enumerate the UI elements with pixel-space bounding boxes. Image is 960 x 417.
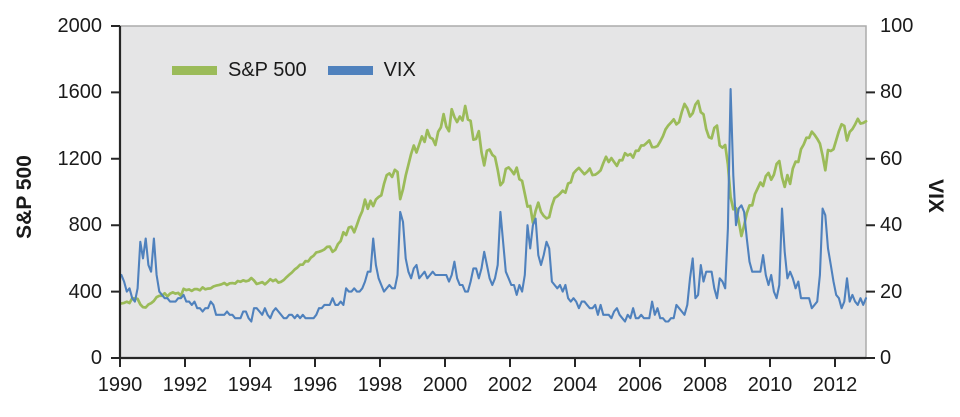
x-axis-ticks [119, 358, 836, 367]
left-axis-ticks [111, 25, 120, 359]
left-axis-title: S&P 500 [13, 155, 36, 239]
y-right-tick-label: 100 [880, 15, 914, 37]
x-tick-label: 1996 [292, 374, 338, 396]
y-left-tick-label: 800 [68, 214, 102, 236]
y-left-tick-label: 1200 [57, 148, 103, 170]
y-right-tick-label: 40 [880, 214, 903, 236]
sp500-legend-label: S&P 500 [228, 59, 307, 81]
y-right-tick-label: 0 [880, 347, 892, 369]
right-axis-ticks [866, 91, 875, 359]
y-right-tick-label: 80 [880, 81, 903, 103]
y-left-tick-label: 1600 [57, 81, 103, 103]
x-tick-label: 1992 [162, 374, 208, 396]
legend: S&P 500 VIX [172, 58, 416, 82]
x-tick-label: 1998 [357, 374, 403, 396]
x-tick-label: 2006 [617, 374, 663, 396]
x-tick-label: 2000 [422, 374, 468, 396]
sp500-legend-swatch [172, 65, 217, 75]
x-tick-label: 2004 [552, 374, 598, 396]
x-tick-label: 2012 [812, 374, 858, 396]
y-left-tick-label: 0 [90, 347, 102, 369]
x-tick-label: 2002 [487, 374, 533, 396]
x-tick-label: 1990 [97, 374, 143, 396]
y-left-tick-label: 400 [68, 281, 102, 303]
vix-line [120, 88, 868, 323]
x-tick-label: 1994 [227, 374, 273, 396]
vix-legend-label: VIX [383, 59, 416, 81]
plot-area [119, 25, 867, 359]
vix-legend-swatch [327, 65, 373, 75]
x-tick-label: 2010 [747, 374, 793, 396]
axis-lines [118, 26, 866, 360]
y-right-tick-label: 60 [880, 148, 903, 170]
y-right-tick-label: 20 [880, 281, 903, 303]
sp500-line [120, 99, 868, 309]
y-left-tick-label: 2000 [57, 15, 103, 37]
x-tick-label: 2008 [682, 374, 728, 396]
